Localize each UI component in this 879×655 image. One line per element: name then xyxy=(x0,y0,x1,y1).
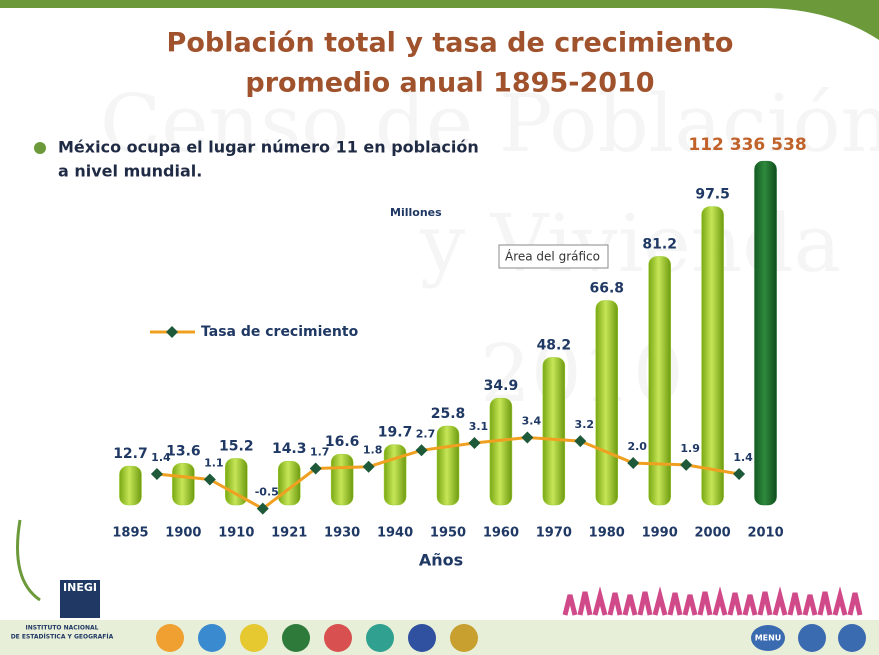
logo-text: INEGI xyxy=(63,581,97,594)
rate-label: 3.4 xyxy=(522,415,542,428)
x-tick-label: 2010 xyxy=(747,526,783,541)
value-label: 12.7 xyxy=(113,446,148,462)
rate-label: 1.9 xyxy=(680,442,700,455)
legend-label: Tasa de crecimiento xyxy=(201,324,359,340)
x-axis-title: Años xyxy=(419,551,463,570)
nav-button[interactable] xyxy=(366,624,394,652)
nav-button[interactable] xyxy=(156,624,184,652)
bar xyxy=(384,445,406,505)
title-line: promedio anual 1895-2010 xyxy=(245,68,654,99)
value-label: 16.6 xyxy=(325,434,360,450)
bar xyxy=(331,454,353,505)
institute: INSTITUTO NACIONAL xyxy=(25,625,98,632)
rate-label: 1.7 xyxy=(310,446,330,459)
x-tick-label: 1921 xyxy=(271,526,307,541)
x-tick-label: 1960 xyxy=(483,526,519,541)
rate-label: -0.5 xyxy=(255,486,279,499)
rate-label: 3.1 xyxy=(469,420,489,433)
tooltip-text: Área del gráfico xyxy=(505,249,600,264)
bullet-icon xyxy=(34,142,46,154)
bar xyxy=(755,161,777,505)
value-label: 25.8 xyxy=(431,406,466,422)
x-tick-label: 1990 xyxy=(642,526,678,541)
x-tick-label: 1895 xyxy=(112,526,148,541)
back-button[interactable] xyxy=(798,624,826,652)
bullet-text: México ocupa el lugar número 11 en pobla… xyxy=(58,138,479,157)
value-label: 13.6 xyxy=(166,443,201,459)
nav-button[interactable] xyxy=(408,624,436,652)
watermark: y Vivienda xyxy=(419,197,841,290)
x-tick-label: 1970 xyxy=(536,526,572,541)
bar xyxy=(649,256,671,505)
bar xyxy=(119,466,141,505)
rate-label: 2.0 xyxy=(627,440,647,453)
bar xyxy=(172,463,194,505)
x-tick-label: 2000 xyxy=(695,526,731,541)
bar xyxy=(437,426,459,505)
forward-button[interactable] xyxy=(838,624,866,652)
menu-label: MENU xyxy=(755,634,782,643)
x-tick-label: 1900 xyxy=(165,526,201,541)
value-label: 34.9 xyxy=(484,378,519,394)
nav-button[interactable] xyxy=(282,624,310,652)
x-tick-label: 1940 xyxy=(377,526,413,541)
nav-button[interactable] xyxy=(324,624,352,652)
value-label: 81.2 xyxy=(642,236,677,252)
bullet-text: a nivel mundial. xyxy=(58,162,202,181)
x-tick-label: 1980 xyxy=(589,526,625,541)
institute: DE ESTADÍSTICA Y GEOGRAFÍA xyxy=(11,633,114,641)
value-label: 48.2 xyxy=(537,337,572,353)
value-label: 112 336 538 xyxy=(688,135,806,155)
value-label: 97.5 xyxy=(695,187,730,203)
rate-label: 1.1 xyxy=(204,456,224,469)
title-line: Población total y tasa de crecimiento xyxy=(167,28,734,59)
rate-label: 3.2 xyxy=(575,418,595,431)
x-tick-label: 1930 xyxy=(324,526,360,541)
value-label: 15.2 xyxy=(219,438,254,454)
rate-label: 1.4 xyxy=(733,451,753,464)
value-label: 19.7 xyxy=(378,425,413,441)
bar xyxy=(543,357,565,505)
x-tick-label: 1910 xyxy=(218,526,254,541)
value-label: 14.3 xyxy=(272,441,307,457)
slide: Censo de Población y Vivienda 2010 Pobla… xyxy=(0,0,879,655)
value-label: 66.8 xyxy=(589,281,624,297)
nav-button[interactable] xyxy=(450,624,478,652)
footer xyxy=(0,620,879,655)
bar xyxy=(702,207,724,505)
rate-label: 1.4 xyxy=(151,451,171,464)
nav-button[interactable] xyxy=(198,624,226,652)
bar xyxy=(490,398,512,505)
unit-label: Millones xyxy=(390,206,442,219)
rate-label: 1.8 xyxy=(363,444,383,457)
rate-label: 2.7 xyxy=(416,427,436,440)
bar xyxy=(596,301,618,505)
nav-button[interactable] xyxy=(240,624,268,652)
x-tick-label: 1950 xyxy=(430,526,466,541)
